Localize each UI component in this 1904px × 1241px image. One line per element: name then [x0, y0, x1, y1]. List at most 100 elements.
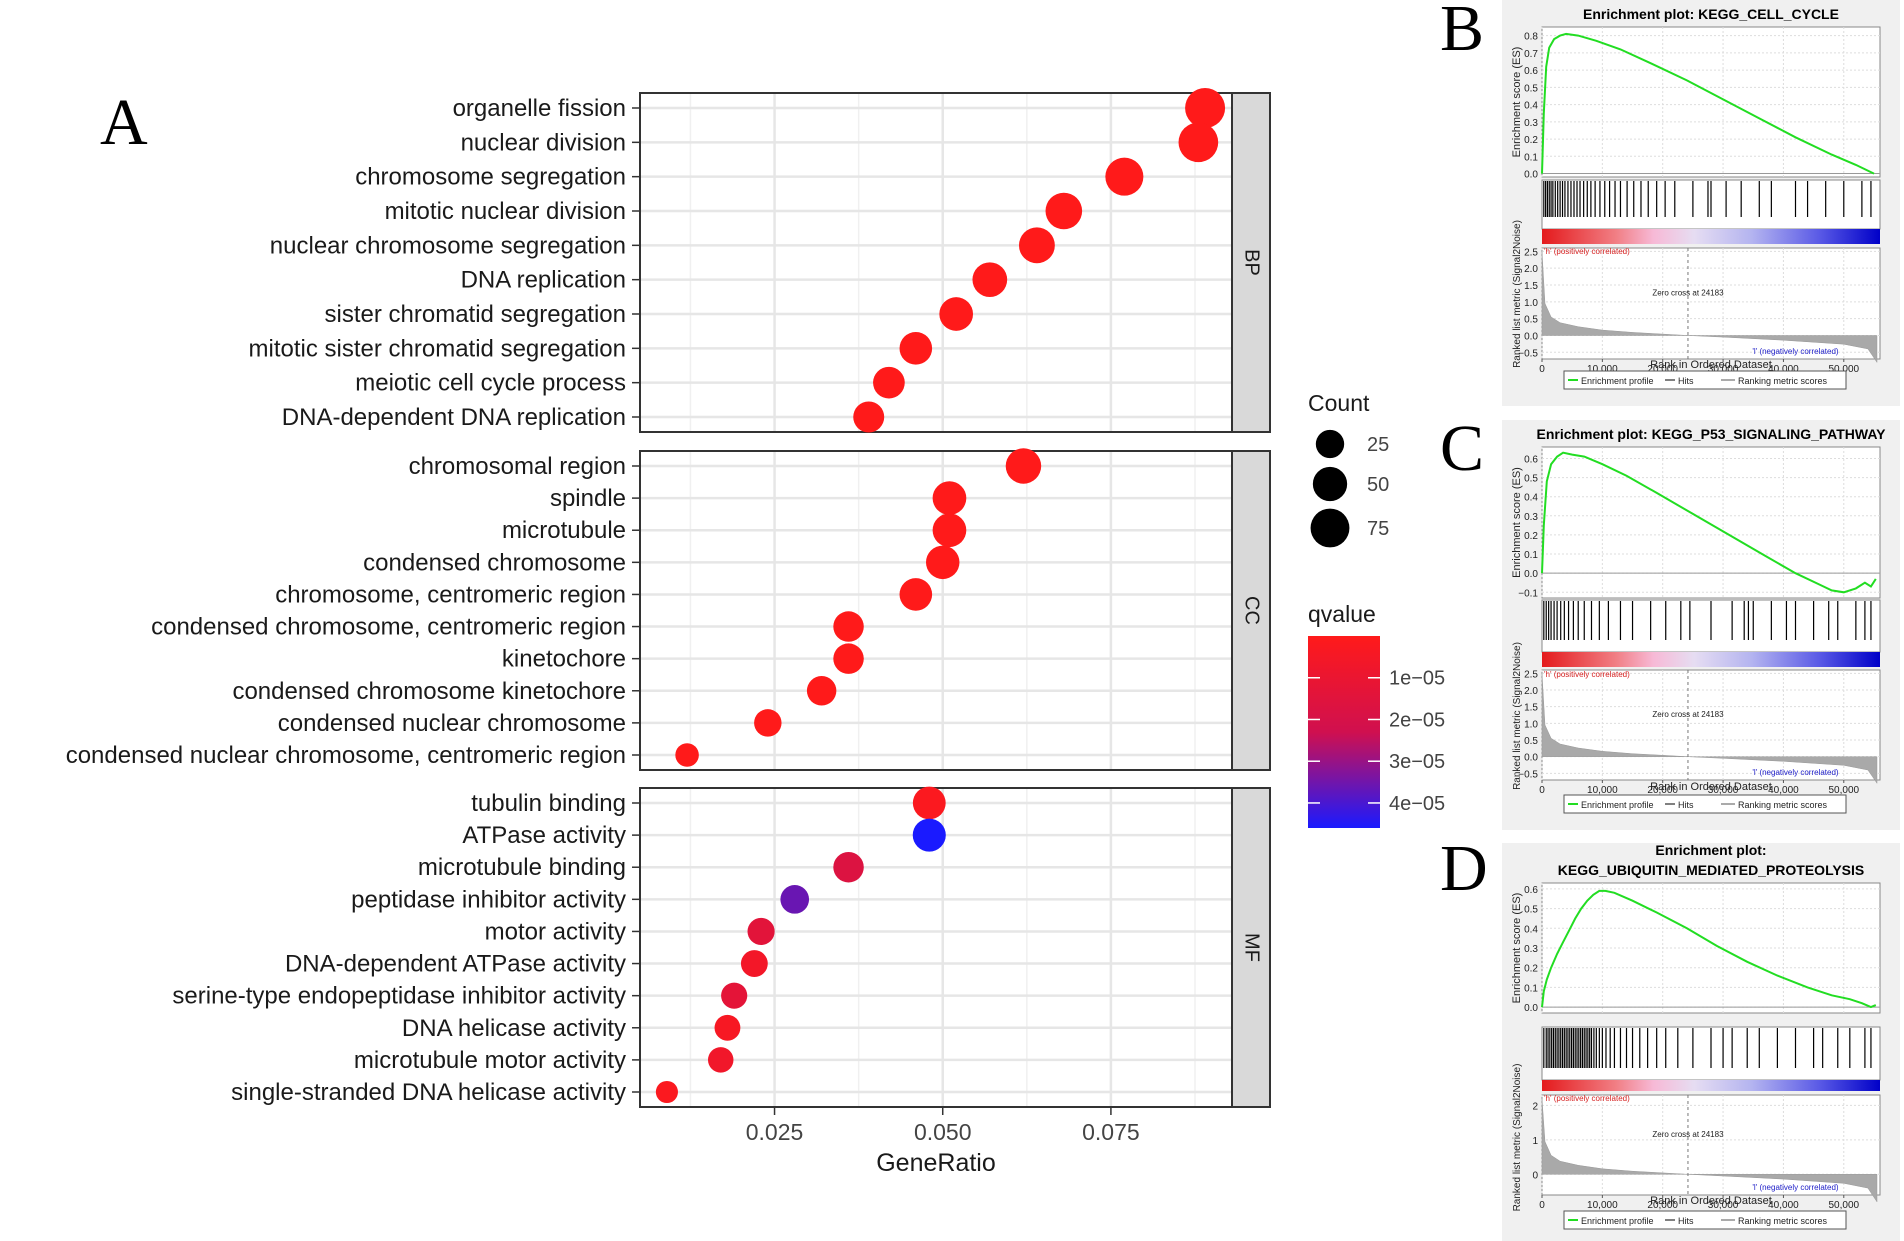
color-legend-label: 3e−05: [1389, 751, 1445, 773]
es-tick-label: 0.0: [1524, 569, 1538, 580]
x-axis: 0.025 0.050 0.075 GeneRatio: [746, 1107, 1140, 1177]
panel-label-a: A: [100, 86, 148, 159]
ranking-metric-area: [1541, 251, 1878, 364]
neg-correlated-label: 'l' (negatively correlated): [1752, 768, 1839, 777]
es-tick-label: 0.1: [1524, 550, 1538, 561]
gsea-title: Enrichment plot:: [1655, 842, 1766, 858]
es-tick-label: −0.1: [1518, 588, 1538, 599]
term-label: condensed nuclear chromosome, centromeri…: [66, 742, 626, 769]
metric-tick-label: 0.0: [1524, 753, 1538, 764]
dot: [1178, 122, 1219, 163]
x-tick-label: 30,000: [1708, 364, 1739, 375]
enrichment-profile-line: [1541, 32, 1875, 175]
metric-tick-label: 2.0: [1524, 264, 1538, 275]
dot: [833, 851, 864, 883]
legend-label: Ranking metric scores: [1738, 1216, 1828, 1226]
gsea-legend-box: [1563, 1210, 1847, 1230]
color-legend-label: 4e−05: [1389, 793, 1445, 815]
dot: [675, 743, 699, 767]
dot: [1185, 88, 1226, 128]
metric-tick-label: 0: [1532, 1170, 1538, 1181]
es-tick-label: 0.6: [1524, 885, 1538, 896]
es-tick-label: 0.5: [1524, 83, 1538, 94]
es-plot-area: [1541, 446, 1881, 599]
metric-plot-area: [1541, 1094, 1881, 1196]
gsea-title: Enrichment plot: KEGG_CELL_CYCLE: [1583, 6, 1839, 22]
metric-axis-title: Ranked list metric (Signal2Noise): [1512, 1064, 1523, 1212]
es-tick-label: 0.6: [1524, 66, 1538, 77]
color-bar: [1308, 636, 1380, 828]
term-label: peptidase inhibitor activity: [351, 886, 626, 913]
es-axis-title: Enrichment score (ES): [1511, 467, 1523, 578]
term-label: chromosome segregation: [355, 164, 626, 191]
es-tick-label: 0.3: [1524, 512, 1538, 523]
enrichment-profile-line: [1541, 889, 1877, 1009]
es-tick-label: 0.2: [1524, 964, 1538, 975]
dots: [655, 88, 1226, 1104]
x-tick-label: 50,000: [1828, 364, 1859, 375]
dot: [899, 578, 933, 611]
legend-label: Enrichment profile: [1581, 376, 1654, 386]
term-label: condensed chromosome, centromeric region: [151, 614, 626, 641]
neg-correlated-label: 'l' (negatively correlated): [1752, 1183, 1839, 1192]
legend-label: Enrichment profile: [1581, 1216, 1654, 1226]
es-tick-label: 0.7: [1524, 49, 1538, 60]
gsea-legend-box: [1563, 794, 1847, 814]
dot: [912, 818, 946, 852]
term-label: condensed nuclear chromosome: [278, 710, 626, 737]
color-legend-title: qvalue: [1308, 601, 1376, 627]
es-tick-label: 0.4: [1524, 101, 1538, 112]
rank-color-bar: [1542, 652, 1880, 667]
facet-strip-label: BP: [1241, 249, 1263, 276]
es-tick-label: 0.4: [1524, 924, 1538, 935]
legend-label: Ranking metric scores: [1738, 800, 1828, 810]
es-tick-label: 0.4: [1524, 493, 1538, 504]
x-tick-label: 40,000: [1768, 785, 1799, 796]
dot: [1005, 448, 1042, 484]
dot: [925, 545, 960, 580]
color-legend-label: 1e−05: [1389, 668, 1445, 690]
size-legend-label: 75: [1367, 518, 1389, 540]
facet-strip-label: CC: [1241, 596, 1263, 625]
x-tick-label: 40,000: [1768, 364, 1799, 375]
dot: [912, 786, 946, 820]
dot: [707, 1047, 734, 1073]
dot: [932, 513, 967, 548]
dot: [655, 1080, 678, 1104]
dot: [873, 366, 905, 399]
term-label: nuclear division: [461, 129, 626, 156]
dot: [853, 401, 885, 433]
panel-label-d: D: [1440, 832, 1488, 905]
x-tick-label: 0: [1539, 364, 1545, 375]
term-label: microtubule: [502, 517, 626, 544]
metric-axis-title: Ranked list metric (Signal2Noise): [1512, 220, 1523, 368]
gsea-title: KEGG_UBIQUITIN_MEDIATED_PROTEOLYSIS: [1558, 862, 1865, 878]
es-tick-label: 0.3: [1524, 118, 1538, 129]
metric-tick-label: 1.5: [1524, 281, 1538, 292]
term-label: nuclear chromosome segregation: [270, 232, 626, 259]
x-tick-label: 0.025: [746, 1119, 804, 1145]
facet-strip-label: MF: [1241, 933, 1263, 962]
dot-plot-panel-a: A BP CC MF organelle fission nuclear divisi…: [66, 86, 1445, 1177]
es-tick-label: 0.3: [1524, 944, 1538, 955]
dot: [1018, 227, 1055, 264]
metric-tick-label: 1.0: [1524, 719, 1538, 730]
ranking-metric-area: [1541, 1098, 1878, 1203]
legend-label: Hits: [1678, 376, 1694, 386]
dot: [747, 917, 775, 946]
dot: [740, 950, 768, 977]
dot: [714, 1014, 741, 1041]
es-tick-label: 0.2: [1524, 531, 1538, 542]
pos-correlated-label: 'h' (positively correlated): [1544, 247, 1630, 256]
zero-cross-label: Zero cross at 24183: [1652, 710, 1724, 719]
size-legend-label: 25: [1367, 434, 1389, 456]
es-axis-title: Enrichment score (ES): [1511, 47, 1523, 158]
x-axis-title: GeneRatio: [876, 1149, 996, 1177]
legend-label: Hits: [1678, 1216, 1694, 1226]
dot: [754, 709, 782, 737]
dot: [780, 885, 810, 914]
term-label: motor activity: [485, 918, 626, 945]
term-label: condensed chromosome kinetochore: [232, 678, 626, 705]
size-legend-title: Count: [1308, 390, 1370, 416]
